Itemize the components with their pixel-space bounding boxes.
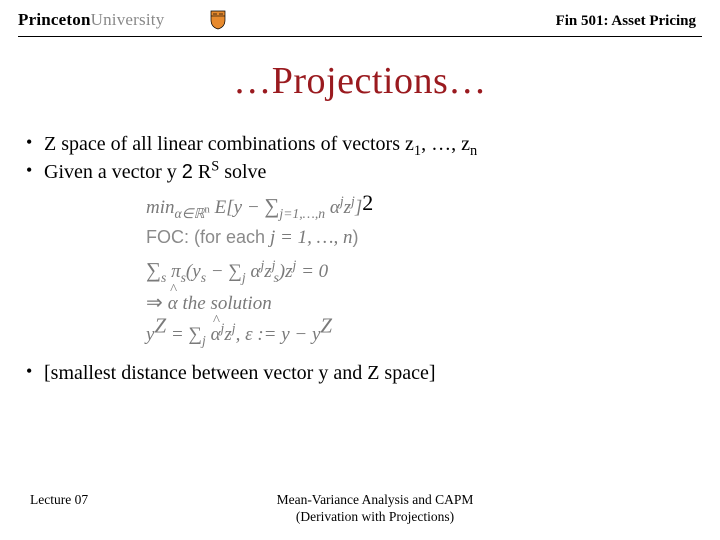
logo-block: PrincetonUniversity — [18, 10, 226, 30]
course-title: Fin 501: Asset Pricing — [556, 11, 696, 30]
lecture-number: Lecture 07 — [30, 492, 180, 508]
bullet-2: Given a vector y 2 RS solve — [26, 159, 694, 185]
bullet-list: Z space of all linear combinations of ve… — [26, 131, 694, 186]
university-logo: PrincetonUniversity — [18, 10, 164, 30]
math-foc-eq: ∑s πs(ys − ∑j αjzjs)zj = 0 — [146, 254, 694, 288]
footer-title: Mean-Variance Analysis and CAPM (Derivat… — [180, 492, 570, 526]
bullet-3: [smallest distance between vector y and … — [26, 360, 694, 386]
bullet-1: Z space of all linear combinations of ve… — [26, 131, 694, 157]
math-foc: FOC: (for each j = 1, …, n) — [146, 223, 694, 253]
shield-icon — [210, 10, 226, 30]
math-decomp: yZ = ∑j αjzj, ε := y − yZ — [146, 320, 694, 350]
slide-footer: Lecture 07 Mean-Variance Analysis and CA… — [0, 492, 720, 526]
math-block: minα∈ℝn E[y − ∑j=1,…,n αjzj]2 FOC: (for … — [26, 190, 694, 350]
math-solution: ⇒ α the solution — [146, 287, 694, 319]
slide-header: PrincetonUniversity Fin 501: Asset Prici… — [0, 0, 720, 34]
math-objective: minα∈ℝn E[y − ∑j=1,…,n αjzj]2 — [146, 190, 694, 224]
header-rule — [18, 36, 702, 37]
logo-bold: Princeton — [18, 10, 91, 29]
slide-body: Z space of all linear combinations of ve… — [0, 103, 720, 387]
bullet-list-2: [smallest distance between vector y and … — [26, 360, 694, 386]
slide-title: …Projections… — [0, 59, 720, 103]
logo-light: University — [91, 10, 165, 29]
